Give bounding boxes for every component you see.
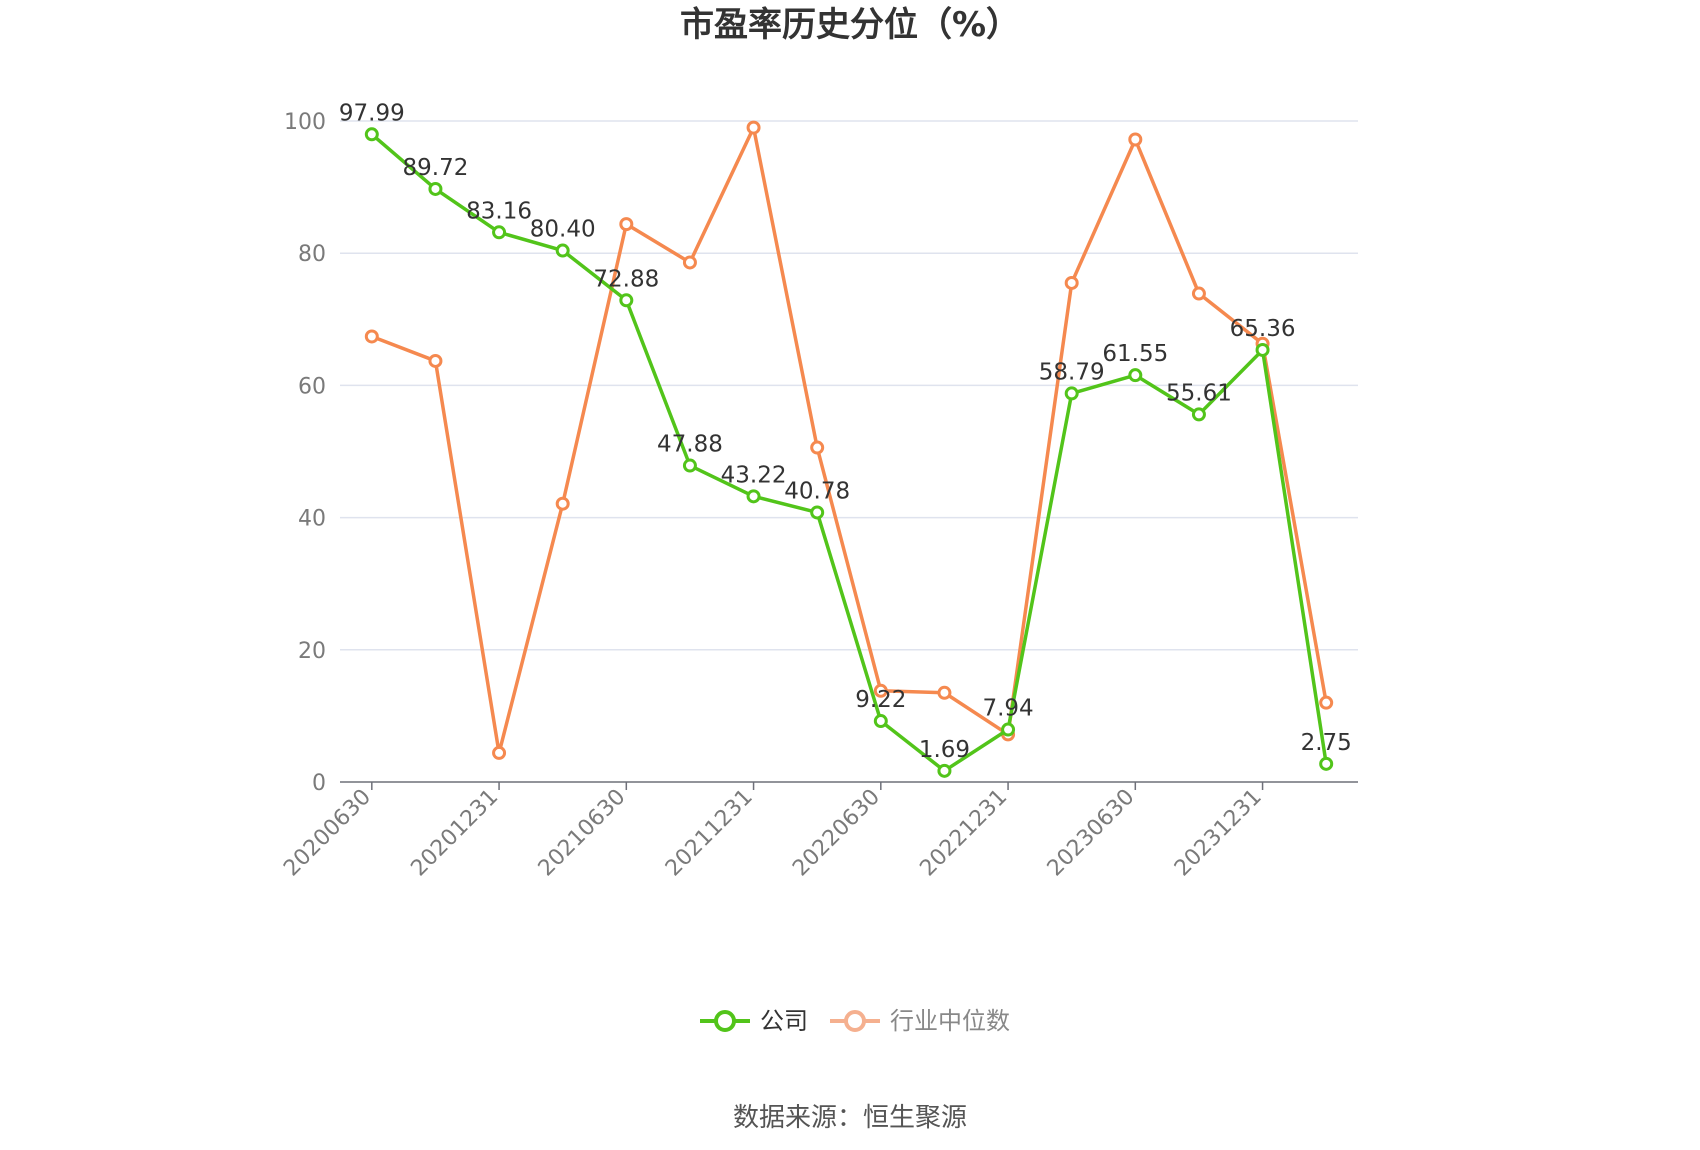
- y-axis: 0 20 40 60 80 100: [284, 110, 326, 796]
- data-point: [746, 489, 761, 504]
- data-point: [428, 181, 443, 196]
- data-label: 55.61: [1166, 380, 1232, 406]
- source-note: 数据来源：恒生聚源: [733, 1103, 967, 1133]
- data-point: [1128, 368, 1143, 383]
- data-point: [492, 225, 507, 240]
- data-point: [810, 505, 825, 520]
- data-label: 58.79: [1039, 359, 1105, 385]
- legend-item-company[interactable]: 公司: [700, 1007, 808, 1035]
- y-tick-label: 0: [312, 771, 326, 796]
- data-point: [1128, 132, 1143, 147]
- data-label: 1.69: [919, 737, 970, 763]
- data-point: [937, 685, 952, 700]
- data-point: [746, 120, 761, 135]
- data-point: [1319, 695, 1334, 710]
- data-point: [937, 763, 952, 778]
- series-line-industry-median: [371, 125, 1328, 755]
- y-tick-label: 20: [298, 639, 326, 664]
- grid-lines: [340, 120, 1358, 651]
- y-tick-label: 60: [298, 374, 326, 399]
- x-tick-label: 20231231: [1170, 785, 1267, 882]
- x-axis: 20200630 20201231 20210630 20211231 20220630…: [279, 781, 1358, 882]
- data-label: 72.88: [593, 266, 659, 292]
- data-point: [873, 714, 888, 729]
- legend-item-industry-median[interactable]: 行业中位数: [830, 1007, 1010, 1035]
- data-point: [1191, 286, 1206, 301]
- data-point: [428, 353, 443, 368]
- y-tick-label: 100: [284, 110, 326, 135]
- legend[interactable]: 公司 行业中位数: [700, 1007, 1010, 1035]
- data-point: [492, 745, 507, 760]
- x-tick-label: 20210630: [534, 785, 631, 882]
- data-point: [682, 458, 697, 473]
- data-point: [1001, 722, 1016, 737]
- data-point: [555, 243, 570, 258]
- data-label: 83.16: [466, 198, 532, 224]
- series-layer: [364, 120, 1334, 778]
- data-point: [1255, 342, 1270, 357]
- data-point: [1319, 756, 1334, 771]
- x-tick-label: 20220630: [788, 785, 885, 882]
- data-point: [619, 293, 634, 308]
- data-point: [364, 127, 379, 142]
- data-label: 89.72: [403, 155, 469, 181]
- data-point: [555, 496, 570, 511]
- data-label: 80.40: [530, 217, 596, 243]
- x-tick-label: 20230630: [1043, 785, 1140, 882]
- data-label: 2.75: [1301, 730, 1352, 756]
- x-tick-label: 20221231: [915, 785, 1012, 882]
- data-label: 65.36: [1230, 316, 1296, 342]
- data-label: 97.99: [339, 100, 405, 126]
- chart-title: 市盈率历史分位（%）: [680, 5, 1020, 45]
- data-point: [1064, 275, 1079, 290]
- x-tick-label: 20200630: [279, 785, 376, 882]
- series-line-company: [370, 132, 1328, 773]
- x-tick-label: 20201231: [406, 785, 503, 882]
- x-tick-label: 20211231: [661, 785, 758, 882]
- data-label: 7.94: [982, 696, 1033, 722]
- data-point: [1191, 407, 1206, 422]
- data-point: [810, 440, 825, 455]
- legend-label-industry-median: 行业中位数: [890, 1007, 1010, 1035]
- data-point: [873, 683, 888, 698]
- y-tick-label: 40: [298, 507, 326, 532]
- data-label: 40.78: [784, 478, 850, 504]
- data-point: [619, 217, 634, 232]
- data-label: 9.22: [855, 687, 906, 713]
- data-label: 47.88: [657, 432, 723, 458]
- data-point: [1064, 386, 1079, 401]
- data-label: 61.55: [1102, 341, 1168, 367]
- data-point: [364, 329, 379, 344]
- y-tick-label: 80: [298, 242, 326, 267]
- data-point: [682, 255, 697, 270]
- data-label: 43.22: [721, 462, 787, 488]
- legend-label-company: 公司: [760, 1007, 808, 1035]
